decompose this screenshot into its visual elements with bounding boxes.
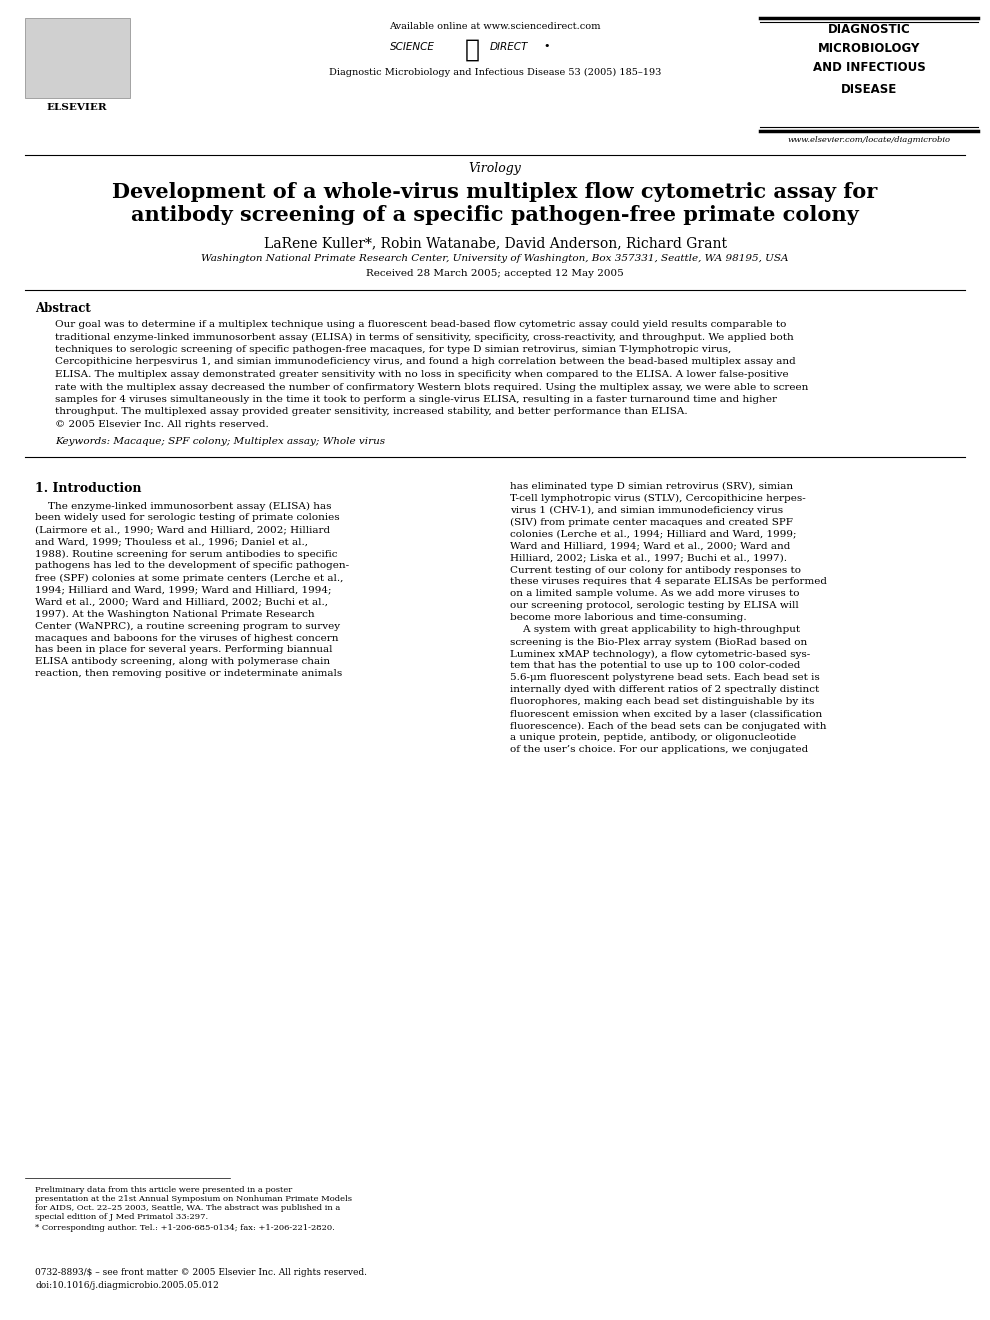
- Text: fluorescence). Each of the bead sets can be conjugated with: fluorescence). Each of the bead sets can…: [510, 722, 827, 731]
- Text: A system with great applicability to high-throughput: A system with great applicability to hig…: [510, 626, 800, 635]
- Text: and Ward, 1999; Thouless et al., 1996; Daniel et al.,: and Ward, 1999; Thouless et al., 1996; D…: [35, 537, 308, 546]
- Text: MICROBIOLOGY: MICROBIOLOGY: [818, 42, 920, 55]
- Text: these viruses requires that 4 separate ELISAs be performed: these viruses requires that 4 separate E…: [510, 578, 827, 586]
- Text: Luminex xMAP technology), a flow cytometric-based sys-: Luminex xMAP technology), a flow cytomet…: [510, 649, 810, 659]
- Text: 1. Introduction: 1. Introduction: [35, 482, 142, 495]
- Text: ELSEVIER: ELSEVIER: [47, 103, 107, 112]
- Text: Keywords: Macaque; SPF colony; Multiplex assay; Whole virus: Keywords: Macaque; SPF colony; Multiplex…: [55, 437, 385, 446]
- Text: Current testing of our colony for antibody responses to: Current testing of our colony for antibo…: [510, 565, 801, 574]
- Text: 1988). Routine screening for serum antibodies to specific: 1988). Routine screening for serum antib…: [35, 549, 338, 558]
- Text: our screening protocol, serologic testing by ELISA will: our screening protocol, serologic testin…: [510, 602, 799, 610]
- Text: T-cell lymphotropic virus (STLV), Cercopithicine herpes-: T-cell lymphotropic virus (STLV), Cercop…: [510, 494, 806, 503]
- Text: fluorescent emission when excited by a laser (classification: fluorescent emission when excited by a l…: [510, 710, 823, 718]
- Text: www.elsevier.com/locate/diagmicrobio: www.elsevier.com/locate/diagmicrobio: [787, 136, 950, 144]
- Text: Diagnostic Microbiology and Infectious Disease 53 (2005) 185–193: Diagnostic Microbiology and Infectious D…: [329, 69, 661, 77]
- Text: * Corresponding author. Tel.: +1-206-685-0134; fax: +1-206-221-2820.: * Corresponding author. Tel.: +1-206-685…: [35, 1224, 335, 1232]
- Text: tem that has the potential to use up to 100 color-coded: tem that has the potential to use up to …: [510, 661, 800, 671]
- Text: Preliminary data from this article were presented in a poster: Preliminary data from this article were …: [35, 1185, 292, 1195]
- Text: 1997). At the Washington National Primate Research: 1997). At the Washington National Primat…: [35, 610, 315, 619]
- Text: throughput. The multiplexed assay provided greater sensitivity, increased stabil: throughput. The multiplexed assay provid…: [55, 408, 688, 417]
- Text: colonies (Lerche et al., 1994; Hilliard and Ward, 1999;: colonies (Lerche et al., 1994; Hilliard …: [510, 529, 797, 539]
- Text: Our goal was to determine if a multiplex technique using a fluorescent bead-base: Our goal was to determine if a multiplex…: [55, 319, 786, 329]
- Text: on a limited sample volume. As we add more viruses to: on a limited sample volume. As we add mo…: [510, 590, 800, 598]
- Text: doi:10.1016/j.diagmicrobio.2005.05.012: doi:10.1016/j.diagmicrobio.2005.05.012: [35, 1280, 219, 1290]
- Text: Received 28 March 2005; accepted 12 May 2005: Received 28 March 2005; accepted 12 May …: [366, 269, 624, 279]
- Text: has eliminated type D simian retrovirus (SRV), simian: has eliminated type D simian retrovirus …: [510, 482, 793, 491]
- Text: virus 1 (CHV-1), and simian immunodeficiency virus: virus 1 (CHV-1), and simian immunodefici…: [510, 506, 783, 515]
- Text: Development of a whole-virus multiplex flow cytometric assay for: Development of a whole-virus multiplex f…: [113, 182, 877, 202]
- Text: rate with the multiplex assay decreased the number of confirmatory Western blots: rate with the multiplex assay decreased …: [55, 383, 809, 392]
- Text: Cercopithicine herpesvirus 1, and simian immunodeficiency virus, and found a hig: Cercopithicine herpesvirus 1, and simian…: [55, 358, 796, 367]
- Text: DISEASE: DISEASE: [841, 83, 897, 96]
- Text: for AIDS, Oct. 22–25 2003, Seattle, WA. The abstract was published in a: for AIDS, Oct. 22–25 2003, Seattle, WA. …: [35, 1204, 341, 1212]
- Text: 1994; Hilliard and Ward, 1999; Ward and Hilliard, 1994;: 1994; Hilliard and Ward, 1999; Ward and …: [35, 586, 332, 594]
- Text: reaction, then removing positive or indeterminate animals: reaction, then removing positive or inde…: [35, 669, 343, 678]
- Text: been widely used for serologic testing of primate colonies: been widely used for serologic testing o…: [35, 513, 340, 523]
- Text: Ward et al., 2000; Ward and Hilliard, 2002; Buchi et al.,: Ward et al., 2000; Ward and Hilliard, 20…: [35, 598, 328, 606]
- Text: Center (WaNPRC), a routine screening program to survey: Center (WaNPRC), a routine screening pro…: [35, 622, 341, 631]
- Text: pathogens has led to the development of specific pathogen-: pathogens has led to the development of …: [35, 561, 349, 570]
- Text: The enzyme-linked immunosorbent assay (ELISA) has: The enzyme-linked immunosorbent assay (E…: [35, 502, 332, 511]
- Text: Washington National Primate Research Center, University of Washington, Box 35733: Washington National Primate Research Cen…: [201, 253, 789, 263]
- Text: AND INFECTIOUS: AND INFECTIOUS: [813, 61, 926, 74]
- Text: a unique protein, peptide, antibody, or oligonucleotide: a unique protein, peptide, antibody, or …: [510, 734, 796, 742]
- Text: LaRene Kuller*, Robin Watanabe, David Anderson, Richard Grant: LaRene Kuller*, Robin Watanabe, David An…: [263, 236, 727, 249]
- Text: fluorophores, making each bead set distinguishable by its: fluorophores, making each bead set disti…: [510, 697, 815, 706]
- Text: 0732-8893/$ – see front matter © 2005 Elsevier Inc. All rights reserved.: 0732-8893/$ – see front matter © 2005 El…: [35, 1269, 367, 1276]
- Text: presentation at the 21st Annual Symposium on Nonhuman Primate Models: presentation at the 21st Annual Symposiu…: [35, 1195, 352, 1203]
- Text: 5.6-μm fluorescent polystyrene bead sets. Each bead set is: 5.6-μm fluorescent polystyrene bead sets…: [510, 673, 820, 682]
- Text: ELISA. The multiplex assay demonstrated greater sensitivity with no loss in spec: ELISA. The multiplex assay demonstrated …: [55, 370, 789, 379]
- Text: free (SPF) colonies at some primate centers (Lerche et al.,: free (SPF) colonies at some primate cent…: [35, 573, 344, 582]
- Text: macaques and baboons for the viruses of highest concern: macaques and baboons for the viruses of …: [35, 634, 339, 643]
- Text: Virology: Virology: [468, 162, 522, 176]
- Text: traditional enzyme-linked immunosorbent assay (ELISA) in terms of sensitivity, s: traditional enzyme-linked immunosorbent …: [55, 333, 794, 342]
- Text: DIRECT: DIRECT: [490, 42, 529, 51]
- Text: has been in place for several years. Performing biannual: has been in place for several years. Per…: [35, 645, 333, 655]
- Text: internally dyed with different ratios of 2 spectrally distinct: internally dyed with different ratios of…: [510, 685, 820, 694]
- Text: Available online at www.sciencedirect.com: Available online at www.sciencedirect.co…: [389, 22, 601, 30]
- Text: •: •: [543, 41, 549, 51]
- Text: antibody screening of a specific pathogen-free primate colony: antibody screening of a specific pathoge…: [131, 205, 859, 224]
- Text: screening is the Bio-Plex array system (BioRad based on: screening is the Bio-Plex array system (…: [510, 638, 807, 647]
- Text: Ward and Hilliard, 1994; Ward et al., 2000; Ward and: Ward and Hilliard, 1994; Ward et al., 20…: [510, 541, 790, 550]
- Text: samples for 4 viruses simultaneously in the time it took to perform a single-vir: samples for 4 viruses simultaneously in …: [55, 395, 777, 404]
- Text: Hilliard, 2002; Liska et al., 1997; Buchi et al., 1997).: Hilliard, 2002; Liska et al., 1997; Buch…: [510, 553, 787, 562]
- Text: (SIV) from primate center macaques and created SPF: (SIV) from primate center macaques and c…: [510, 517, 793, 527]
- Text: DIAGNOSTIC: DIAGNOSTIC: [828, 22, 911, 36]
- Text: become more laborious and time-consuming.: become more laborious and time-consuming…: [510, 614, 746, 623]
- Text: SCIENCE: SCIENCE: [390, 42, 435, 51]
- Text: (Lairmore et al., 1990; Ward and Hilliard, 2002; Hilliard: (Lairmore et al., 1990; Ward and Hilliar…: [35, 525, 330, 535]
- Text: Ⓐ: Ⓐ: [464, 38, 479, 62]
- Bar: [25, 18, 130, 98]
- Text: techniques to serologic screening of specific pathogen-free macaques, for type D: techniques to serologic screening of spe…: [55, 345, 732, 354]
- Text: special edition of J Med Primatol 33:297.: special edition of J Med Primatol 33:297…: [35, 1213, 208, 1221]
- Text: ELISA antibody screening, along with polymerase chain: ELISA antibody screening, along with pol…: [35, 657, 330, 667]
- Text: of the user’s choice. For our applications, we conjugated: of the user’s choice. For our applicatio…: [510, 746, 808, 755]
- Text: Abstract: Abstract: [35, 302, 91, 315]
- Text: © 2005 Elsevier Inc. All rights reserved.: © 2005 Elsevier Inc. All rights reserved…: [55, 420, 268, 429]
